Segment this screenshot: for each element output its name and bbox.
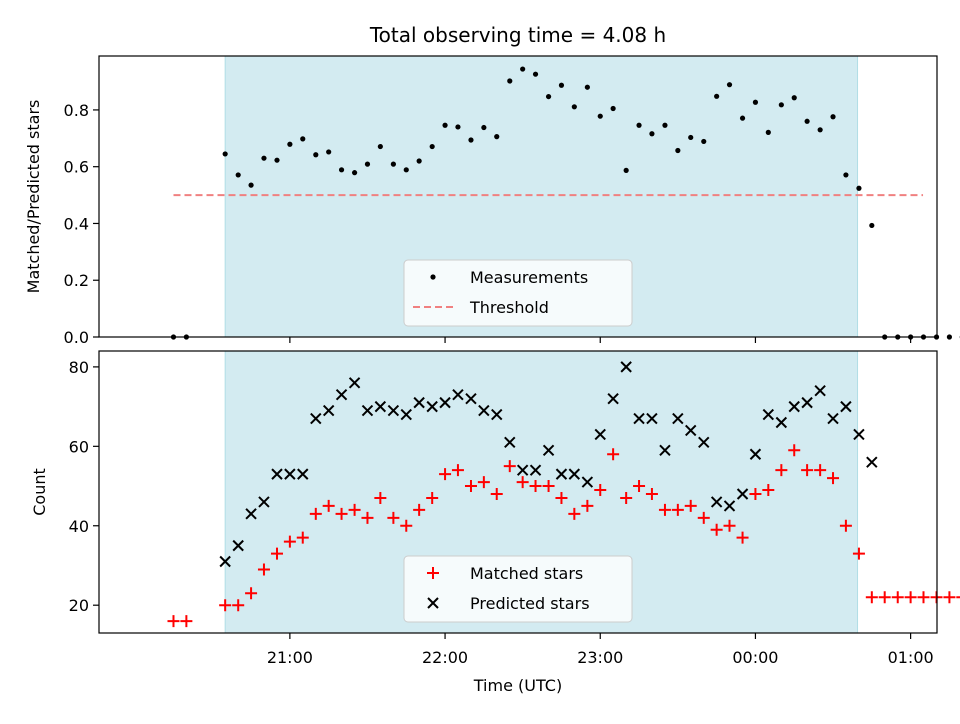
ratio-panel: 0.00.20.40.60.8 Matched/Predicted stars … [24,56,960,347]
measurement-point [714,94,719,99]
measurement-point [339,167,344,172]
matched-star-point [879,591,891,603]
measurement-point [636,123,641,128]
matched-star-point [905,591,917,603]
ratio-legend: Measurements Threshold [404,260,632,326]
matched-star-point [892,591,904,603]
time-x-axis: 21:00 22:00 23:00 00:00 01:00 [267,633,934,667]
measurement-point [442,123,447,128]
y-tick-label: 0.6 [64,158,89,177]
matched-star-point [866,591,878,603]
measurement-point [352,170,357,175]
measurement-point [701,139,706,144]
measurement-point [468,137,473,142]
measurement-point [727,82,732,87]
count-y-label: Count [30,468,49,516]
x-tick-label: 21:00 [267,648,313,667]
measurement-point [404,167,409,172]
y-tick-label: 60 [69,437,89,456]
measurement-point [740,116,745,121]
measurement-point [792,95,797,100]
x-tick-label: 22:00 [422,648,468,667]
measurement-point [624,168,629,173]
matched-star-point [956,591,960,603]
measurement-point [430,144,435,149]
measurement-point [766,130,771,135]
matched-star-point [917,591,929,603]
measurement-point [261,156,266,161]
measurement-point [559,83,564,88]
y-tick-label: 0.8 [64,101,89,120]
measurement-point [326,149,331,154]
ratio-y-axis: 0.0 0.2 0.4 0.6 0.8 [64,101,99,347]
measurement-point [947,334,952,339]
legend-measurement-marker [430,274,435,279]
matched-star-point [180,615,192,627]
y-tick-label: 40 [69,517,89,536]
measurement-point [365,162,370,167]
measurement-point [662,123,667,128]
measurement-point [753,100,758,105]
measurement-point [805,119,810,124]
measurement-point [455,124,460,129]
measurement-point [869,223,874,228]
measurement-point [236,172,241,177]
measurement-point [274,158,279,163]
measurement-point [533,72,538,77]
count-panel: 20 40 60 80 21:00 22:00 23:00 00:00 01:00 Count… [30,351,960,695]
measurement-point [585,85,590,90]
measurement-point [611,106,616,111]
y-tick-label: 20 [69,596,89,615]
x-axis-label: Time (UTC) [473,676,562,695]
matched-star-point [943,591,955,603]
measurement-point [843,172,848,177]
measurement-point [818,127,823,132]
measurement-point [248,183,253,188]
ratio-x-ticks [290,337,911,343]
measurement-point [300,136,305,141]
measurement-point [507,78,512,83]
legend-measurements-label: Measurements [470,268,588,287]
measurement-point [494,134,499,139]
measurement-point [572,104,577,109]
y-tick-label: 0.2 [64,271,89,290]
x-tick-label: 23:00 [577,648,623,667]
measurement-point [546,94,551,99]
y-tick-label: 0.4 [64,214,89,233]
legend-matched-label: Matched stars [470,564,583,583]
x-tick-label: 00:00 [732,648,778,667]
measurement-point [675,148,680,153]
measurement-point [481,125,486,130]
measurement-point [417,158,422,163]
measurement-point [520,66,525,71]
matched-star-point [167,615,179,627]
x-tick-label: 01:00 [888,648,934,667]
measurement-point [779,102,784,107]
measurement-point [649,131,654,136]
measurement-point [313,152,318,157]
y-tick-label: 0.0 [64,328,89,347]
measurement-point [830,114,835,119]
count-legend: Matched stars Predicted stars [404,556,632,622]
count-y-axis: 20 40 60 80 [69,358,99,615]
measurement-point [287,142,292,147]
ratio-y-label: Matched/Predicted stars [24,100,43,294]
predicted-star-point [867,457,877,467]
measurement-point [223,151,228,156]
measurement-point [688,135,693,140]
measurement-point [378,144,383,149]
y-tick-label: 80 [69,358,89,377]
legend-predicted-label: Predicted stars [470,594,590,613]
measurement-point [391,162,396,167]
measurement-point [598,114,603,119]
chart-title: Total observing time = 4.08 h [369,23,666,47]
legend-threshold-label: Threshold [469,298,549,317]
measurement-point [856,186,861,191]
